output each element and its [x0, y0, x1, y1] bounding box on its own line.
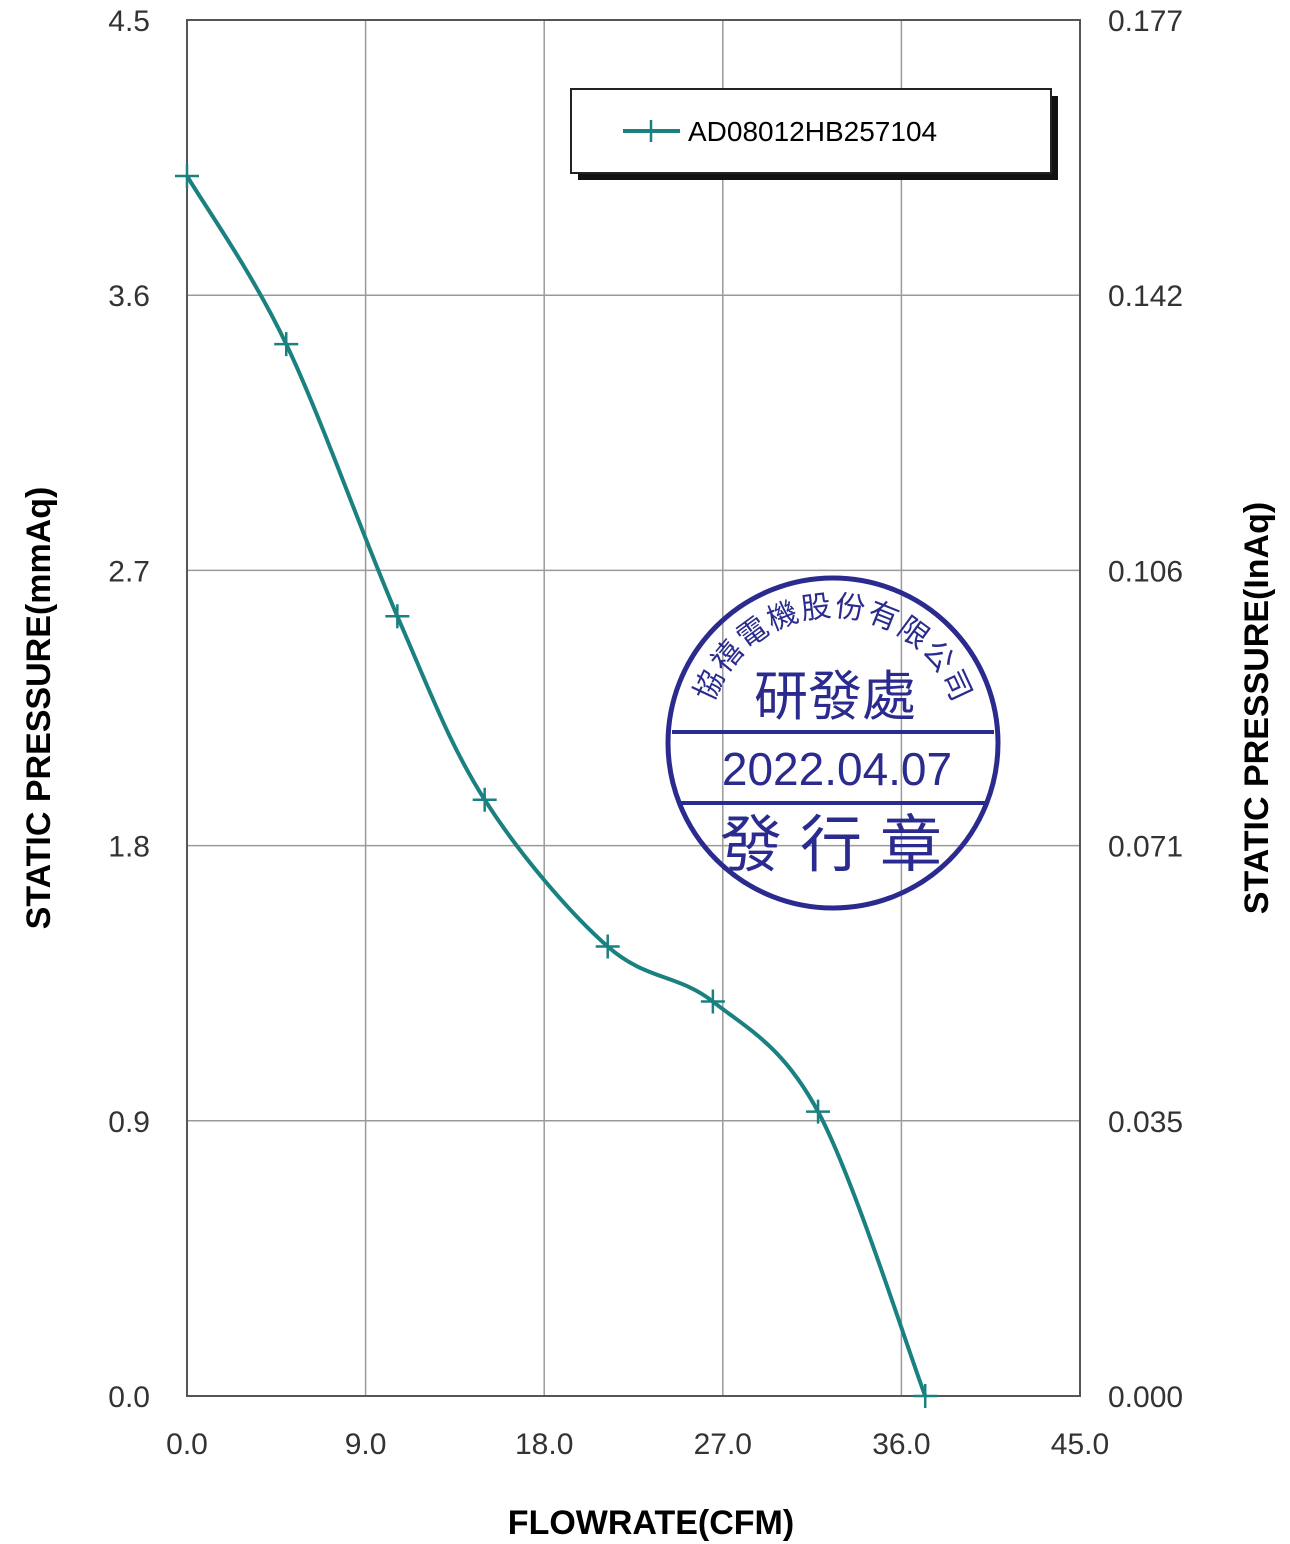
x-tick-label: 9.0: [345, 1428, 387, 1461]
x-tick-label: 18.0: [515, 1428, 573, 1461]
legend: AD08012HB257104: [570, 88, 1058, 180]
series-layer: [175, 163, 938, 1408]
stamp-date: 2022.04.07: [722, 743, 952, 795]
y-tick-label: 0.0: [108, 1381, 150, 1414]
y-tick-labels: 0.0 0.9 1.8 2.7 3.6 4.5: [108, 5, 150, 1414]
y-right-tick-label: 0.106: [1108, 555, 1183, 588]
stamp-department: 研發處: [754, 665, 916, 728]
grid-lines: [187, 20, 1080, 1396]
x-axis-title: FLOWRATE(CFM): [508, 1504, 794, 1542]
data-point-marker: [385, 604, 410, 629]
data-point-marker: [913, 1384, 938, 1408]
stamp-label: 發行章: [720, 808, 960, 881]
x-tick-label: 36.0: [872, 1428, 930, 1461]
stamp-company-char: 股: [799, 589, 833, 627]
y-right-axis-title: STATIC PRESSURE(InAq): [1238, 502, 1276, 914]
legend-label: AD08012HB257104: [688, 116, 937, 147]
y-tick-label: 3.6: [108, 280, 150, 313]
y-tick-label: 0.9: [108, 1106, 150, 1139]
data-point-marker: [175, 163, 199, 188]
x-tick-labels: 0.0 9.0 18.0 27.0 36.0 45.0: [166, 1428, 1109, 1461]
y-right-tick-label: 0.142: [1108, 280, 1183, 313]
y-axis-title: STATIC PRESSURE(mmAq): [20, 487, 58, 930]
data-point-marker: [274, 332, 299, 357]
y-tick-label: 1.8: [108, 831, 150, 864]
y-right-tick-label: 0.035: [1108, 1106, 1183, 1139]
y-right-tick-label: 0.000: [1108, 1381, 1183, 1414]
data-point-marker: [806, 1099, 831, 1124]
y-right-tick-label: 0.071: [1108, 831, 1183, 864]
y-right-tick-label: 0.177: [1108, 5, 1183, 38]
x-tick-label: 0.0: [166, 1428, 208, 1461]
data-point-marker: [700, 989, 725, 1014]
x-tick-label: 27.0: [694, 1428, 752, 1461]
data-point-marker: [472, 787, 497, 812]
y-tick-label: 4.5: [108, 5, 150, 38]
y-right-tick-labels: 0.000 0.035 0.071 0.106 0.142 0.177: [1108, 5, 1183, 1414]
legend-marker: [640, 120, 662, 142]
y-tick-label: 2.7: [108, 555, 150, 588]
x-tick-label: 45.0: [1051, 1428, 1109, 1461]
stamp-company-char: 份: [833, 589, 867, 627]
stamp-ring: [665, 575, 1001, 911]
data-point-marker: [595, 934, 620, 959]
plot-frame: [186, 19, 1081, 1397]
